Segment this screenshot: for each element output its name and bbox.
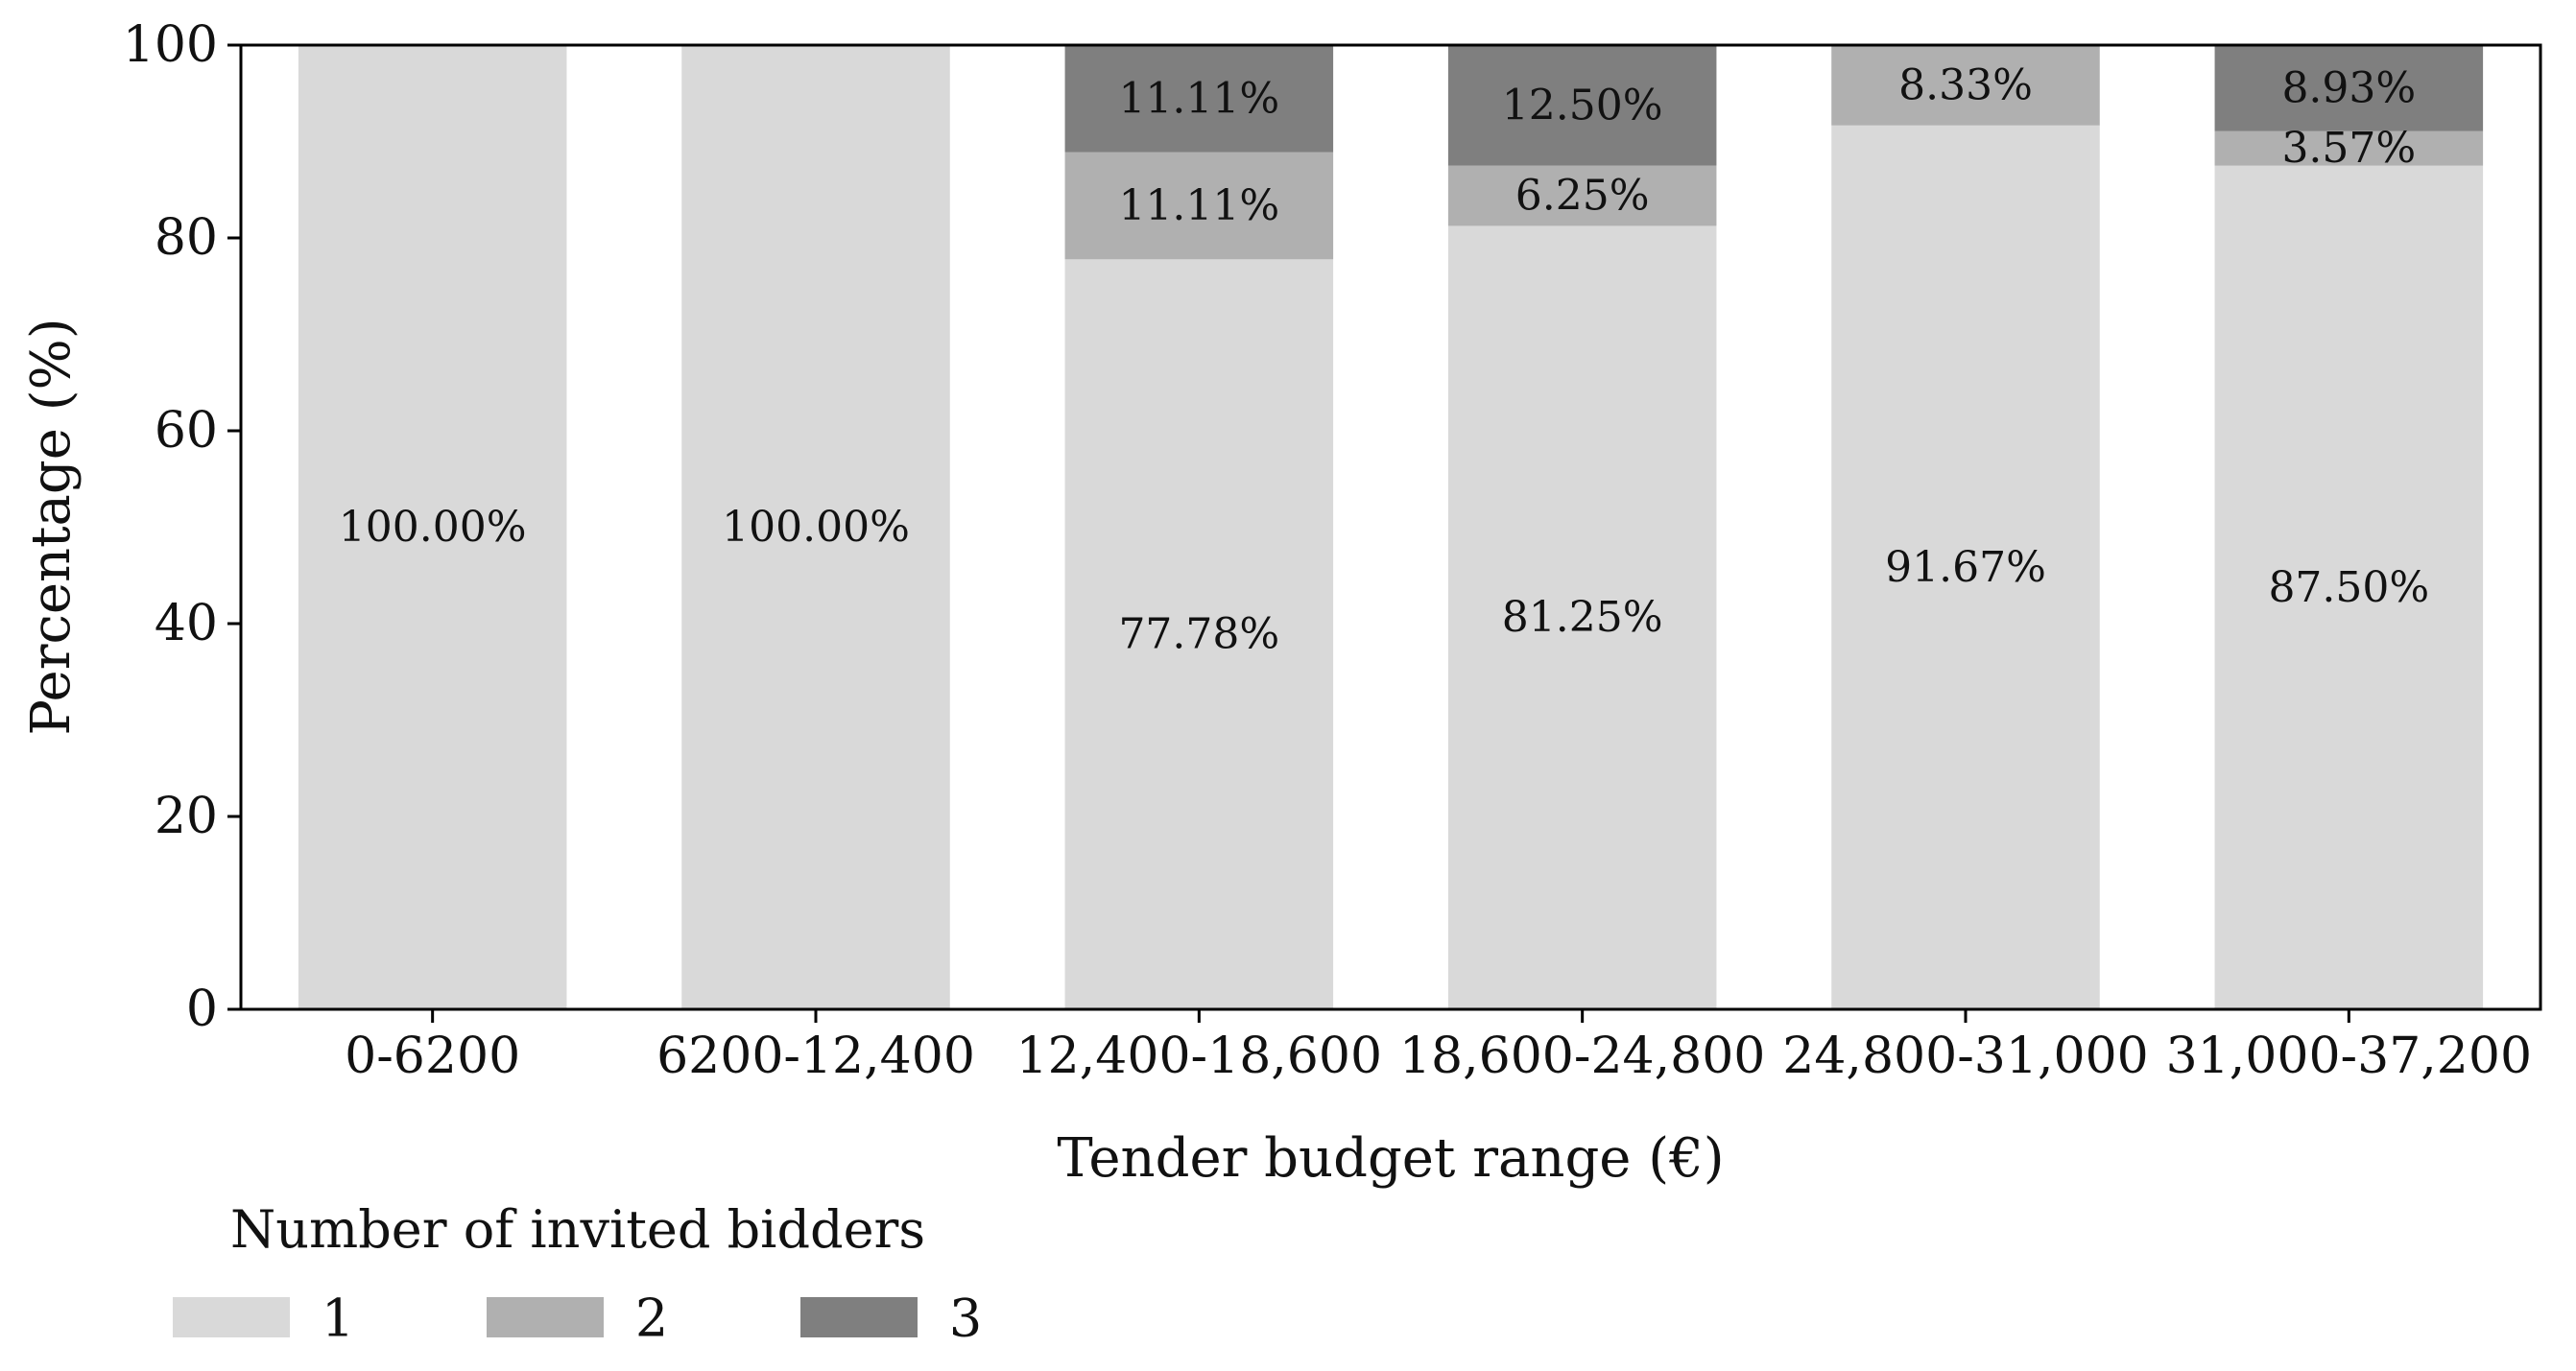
legend-swatch-2 <box>487 1297 604 1337</box>
data-label: 8.33% <box>1898 60 2033 109</box>
x-tick-label: 31,000-37,200 <box>2166 1028 2532 1085</box>
legend-label-1: 1 <box>322 1288 354 1349</box>
bar-segment-1 <box>1447 225 1717 1009</box>
x-axis: 0-6200 6200-12,400 12,400-18,600 18,600-24,… <box>345 1009 2532 1085</box>
bar-segment-1 <box>1064 259 1334 1009</box>
data-label: 12.50% <box>1502 81 1663 130</box>
bars-layer <box>298 45 2484 1010</box>
bar-segment-2 <box>1831 45 2100 126</box>
y-axis-label: Percentage (%) <box>20 318 83 735</box>
data-label: 11.11% <box>1118 74 1279 123</box>
bar-segment-2 <box>1447 165 1717 226</box>
x-tick-label: 24,800-31,000 <box>1782 1028 2148 1085</box>
bar-segment-2 <box>2214 130 2484 166</box>
data-label: 81.25% <box>1502 593 1663 642</box>
data-label: 100.00% <box>722 503 910 552</box>
legend-label-2: 2 <box>635 1288 668 1349</box>
y-tick-label: 20 <box>155 788 218 845</box>
y-tick-label: 0 <box>186 981 218 1038</box>
bar-segment-1 <box>1831 125 2100 1010</box>
x-axis-label: Tender budget range (€) <box>1057 1127 1724 1190</box>
data-label: 8.93% <box>2281 63 2416 112</box>
data-label: 11.11% <box>1118 181 1279 230</box>
data-label: 3.57% <box>2281 124 2416 173</box>
bar-segment-1 <box>298 45 567 1009</box>
bar-segment-1 <box>2214 165 2484 1009</box>
y-tick-label: 80 <box>155 209 218 267</box>
plot-frame <box>239 43 2542 1011</box>
bar-segment-3 <box>2214 45 2484 131</box>
data-label: 100.00% <box>339 503 527 552</box>
y-tick-label: 40 <box>155 595 218 652</box>
bar-segment-2 <box>1064 152 1334 260</box>
data-labels-layer: 100.00% 100.00% 77.78% 11.11% 11.11% 81.25% 6.… <box>339 60 2429 658</box>
y-tick-label: 100 <box>123 16 218 74</box>
y-tick-label: 60 <box>155 402 218 460</box>
legend-swatch-3 <box>800 1297 918 1337</box>
x-tick-label: 0-6200 <box>345 1028 520 1085</box>
legend-title: Number of invited bidders <box>230 1199 925 1260</box>
y-axis: 0 20 40 60 80 100 <box>123 16 241 1038</box>
legend: 1 2 3 <box>173 1288 982 1349</box>
bar-segment-3 <box>1447 45 1717 166</box>
data-label: 6.25% <box>1515 172 1650 221</box>
x-tick-label: 18,600-24,800 <box>1399 1028 1765 1085</box>
bar-segment-3 <box>1064 45 1334 153</box>
x-tick-label: 12,400-18,600 <box>1016 1028 1382 1085</box>
legend-swatch-1 <box>173 1297 290 1337</box>
data-label: 87.50% <box>2268 563 2429 612</box>
x-tick-label: 6200-12,400 <box>656 1028 975 1085</box>
bar-segment-1 <box>681 45 950 1009</box>
data-label: 77.78% <box>1118 610 1279 659</box>
data-label: 91.67% <box>1885 543 2046 592</box>
legend-label-3: 3 <box>949 1288 982 1349</box>
